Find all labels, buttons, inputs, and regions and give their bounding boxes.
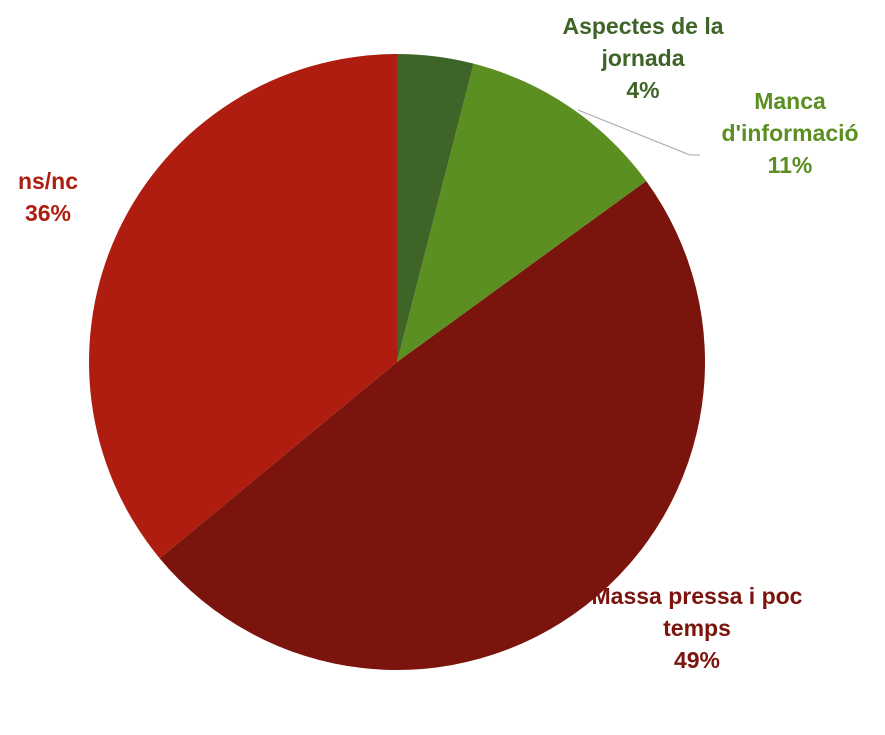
category-label: Massa pressa i poc temps <box>591 583 803 641</box>
value-label: 11% <box>767 152 813 178</box>
slice-label: Aspectes de la jornada 4% <box>523 10 763 106</box>
pie-slice <box>159 180 706 671</box>
category-label: Manca d'informació <box>721 88 859 146</box>
slice-label: Manca d'informació 11% <box>690 85 885 181</box>
slice-label: Massa pressa i poc temps 49% <box>587 580 807 676</box>
value-label: 4% <box>626 77 660 103</box>
pie-slice <box>397 63 647 362</box>
value-label: 36% <box>24 200 72 226</box>
value-label: 49% <box>673 647 721 673</box>
category-label: ns/nc <box>17 168 79 194</box>
leader-line <box>577 109 700 156</box>
category-label: Aspectes de la jornada <box>562 13 724 71</box>
pie-slice <box>397 54 474 362</box>
slice-label: ns/nc 36% <box>0 165 108 229</box>
pie-slice <box>89 54 397 559</box>
